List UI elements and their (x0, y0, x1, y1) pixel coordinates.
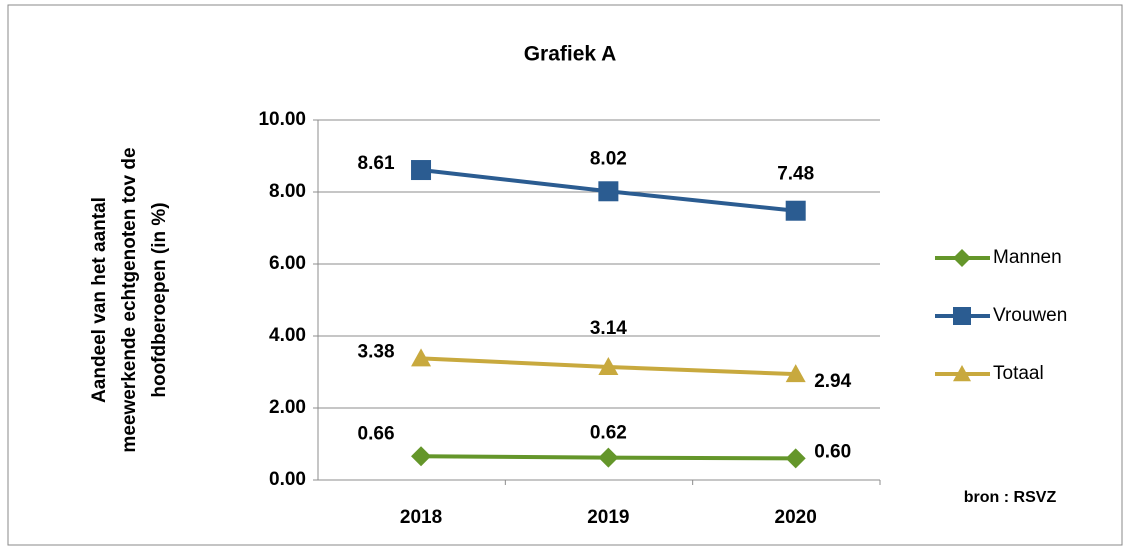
y-tick-label: 0.00 (269, 469, 306, 490)
y-tick-label: 6.00 (269, 253, 306, 274)
marker (411, 348, 432, 367)
y-tick-label: 2.00 (269, 397, 306, 418)
marker (598, 181, 619, 202)
legend-label: Vrouwen (993, 305, 1067, 326)
y-tick-label: 10.00 (258, 109, 306, 130)
y-axis-label: meewerkende echtgenoten tov de (119, 147, 140, 452)
marker (598, 356, 619, 375)
legend-label: Mannen (993, 247, 1062, 268)
marker (953, 307, 971, 325)
marker (785, 364, 806, 383)
data-label: 0.66 (358, 423, 395, 444)
marker (785, 200, 806, 221)
marker (411, 446, 432, 467)
data-label: 2.94 (814, 371, 851, 392)
data-label: 7.48 (777, 164, 814, 185)
x-tick-label: 2018 (400, 507, 442, 528)
marker (953, 365, 971, 382)
x-tick-label: 2019 (587, 507, 629, 528)
data-label: 0.60 (814, 441, 851, 462)
marker (953, 249, 971, 267)
y-tick-label: 8.00 (269, 181, 306, 202)
data-label: 3.38 (358, 341, 395, 362)
legend-label: Totaal (993, 363, 1044, 384)
annotation: bron : RSVZ (964, 489, 1057, 506)
data-label: 3.14 (590, 318, 627, 339)
marker (411, 160, 432, 181)
y-axis-label: Aandeel van het aantal (89, 197, 110, 403)
y-axis-label: hoofdberoepen (in %) (149, 202, 170, 397)
marker (785, 448, 806, 469)
marker (598, 447, 619, 468)
x-tick-label: 2020 (775, 507, 817, 528)
data-label: 0.62 (590, 423, 627, 444)
chart-title: Grafiek A (524, 43, 617, 66)
data-label: 8.61 (358, 153, 395, 174)
data-label: 8.02 (590, 148, 627, 169)
chart-frame (7, 4, 1123, 546)
y-tick-label: 4.00 (269, 325, 306, 346)
